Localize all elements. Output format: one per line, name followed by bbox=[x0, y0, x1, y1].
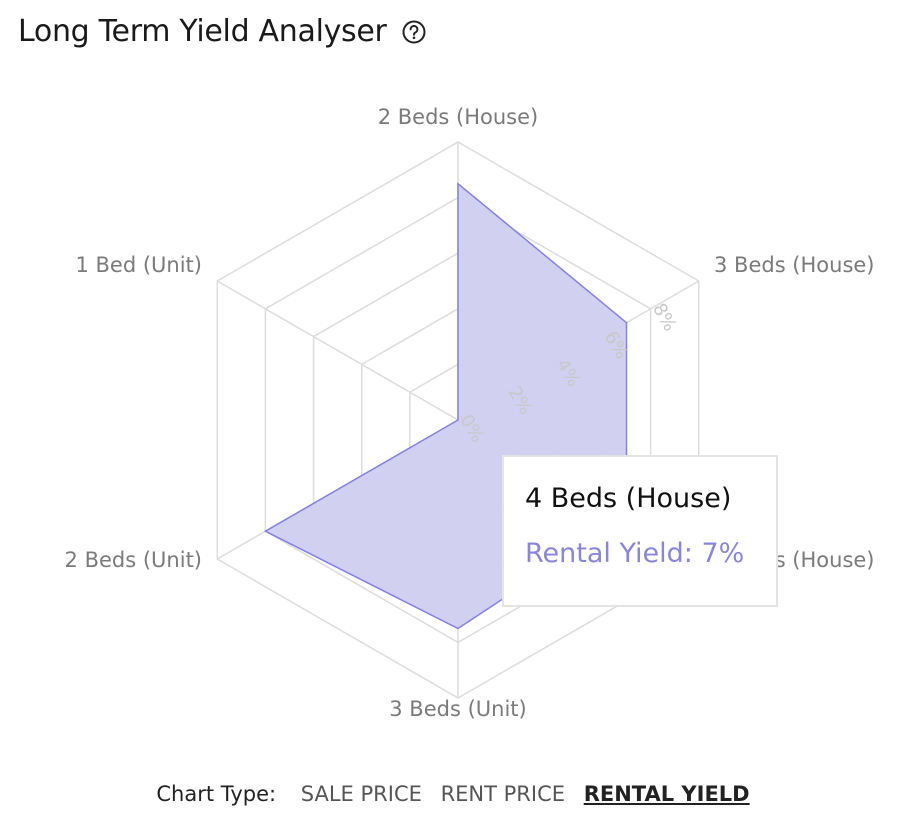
axis-label: 3 Beds (Unit) bbox=[389, 697, 526, 721]
axis-label: 3 Beds (House) bbox=[714, 253, 875, 277]
tooltip-value: Rental Yield: 7% bbox=[525, 538, 745, 569]
axis-label: 1 Bed (Unit) bbox=[75, 253, 202, 277]
tick-label: 8% bbox=[648, 300, 680, 335]
chart-type-selector: Chart Type: SALE PRICE RENT PRICE RENTAL… bbox=[0, 782, 906, 806]
question-circle-icon[interactable] bbox=[401, 19, 427, 45]
grid-spoke bbox=[216, 280, 459, 421]
tooltip-title: 4 Beds (House) bbox=[525, 483, 732, 514]
page-title: Long Term Yield Analyser bbox=[18, 14, 427, 49]
axis-label: 2 Beds (House) bbox=[378, 105, 539, 129]
radar-chart: 0%2%4%6%8% 2 Beds (House)3 Beds (House)4… bbox=[65, 105, 875, 721]
axis-label: 2 Beds (Unit) bbox=[65, 548, 202, 572]
chart-tooltip: 4 Beds (House) Rental Yield: 7% bbox=[502, 455, 778, 607]
chart-type-rental-yield[interactable]: RENTAL YIELD bbox=[583, 782, 750, 806]
chart-type-rent-price[interactable]: RENT PRICE bbox=[440, 782, 566, 806]
title-text: Long Term Yield Analyser bbox=[18, 14, 387, 49]
chart-type-sale-price[interactable]: SALE PRICE bbox=[300, 782, 422, 806]
chart-type-label: Chart Type: bbox=[156, 782, 277, 806]
